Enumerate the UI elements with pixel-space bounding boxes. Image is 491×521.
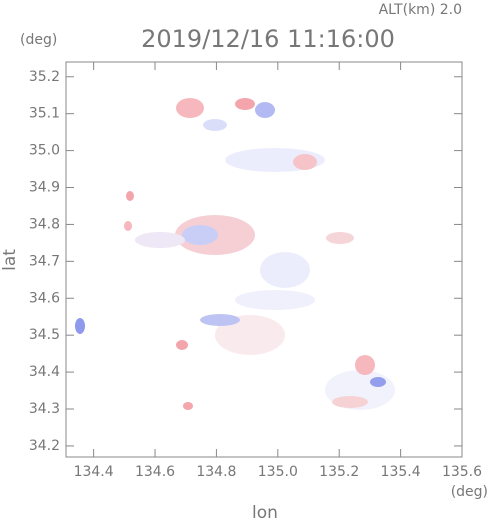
x-tick-label: 134.8	[196, 464, 236, 480]
y-axis-label: lat	[0, 249, 20, 271]
x-tick-label: 135.2	[319, 464, 359, 480]
x-tick-label: 134.6	[135, 464, 175, 480]
x-tick-label: 135.6	[442, 464, 482, 480]
plot-frame	[65, 61, 463, 458]
echo-field	[75, 98, 395, 410]
y-tick-label: 34.2	[29, 438, 60, 454]
y-tick-label: 34.7	[29, 253, 60, 269]
y-tick-label: 34.6	[29, 290, 60, 306]
y-tick-label: 34.9	[29, 180, 60, 196]
y-unit: (deg)	[20, 32, 57, 48]
x-unit: (deg)	[451, 484, 488, 500]
x-axis-label: lon	[252, 503, 278, 521]
y-tick-label: 34.8	[29, 216, 60, 232]
y-tick-label: 35.1	[29, 106, 60, 122]
chart-title: 2019/12/16 11:16:00	[141, 25, 395, 53]
x-tick-label: 135.4	[381, 464, 421, 480]
altitude-label: ALT(km) 2.0	[379, 2, 462, 18]
y-tick-label: 34.3	[29, 401, 60, 417]
y-tick-label: 34.5	[29, 327, 60, 343]
y-tick-label: 35.0	[29, 143, 60, 159]
x-tick-label: 135.0	[258, 464, 298, 480]
y-tick-label: 34.4	[29, 364, 60, 380]
y-tick-label: 35.2	[29, 69, 60, 85]
x-tick-label: 134.4	[74, 464, 114, 480]
